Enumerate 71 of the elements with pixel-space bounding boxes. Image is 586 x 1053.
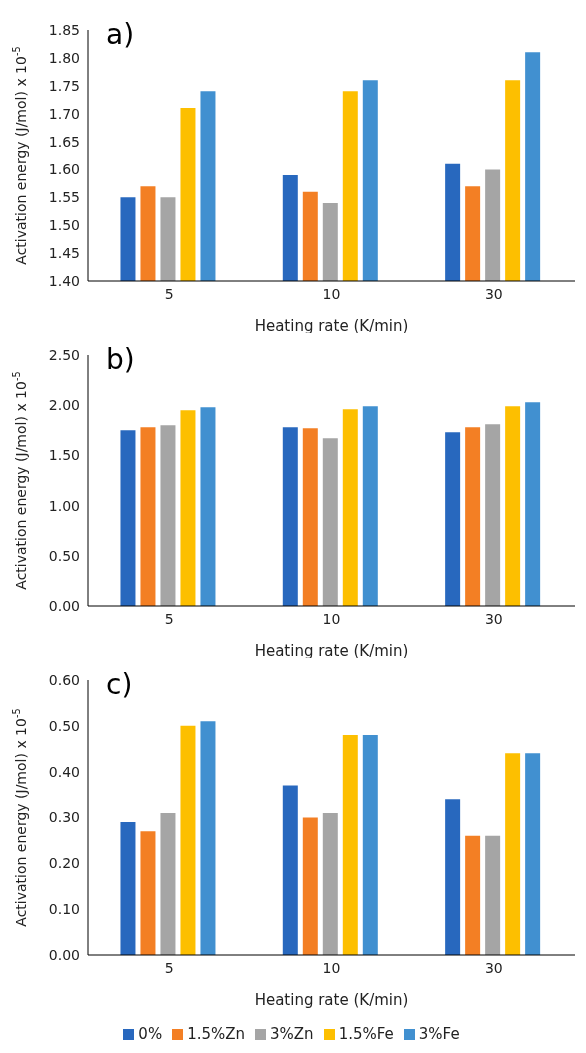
bar [160,425,176,606]
y-tick-label: 0.10 [48,901,80,918]
x-tick-label: 30 [484,285,503,302]
x-axis-title: Heating rate (K/min) [254,991,409,1009]
x-tick-label: 10 [322,610,341,627]
x-tick-label: 5 [164,959,174,976]
bar [505,753,521,955]
x-tick-label: 5 [164,610,174,627]
y-tick-label: 1.50 [48,447,80,464]
y-tick-label: 2.50 [48,346,80,363]
bar [180,725,196,955]
bar [525,753,541,955]
bar [302,428,318,606]
bar [282,427,298,606]
y-tick-label: 1.85 [48,21,80,38]
chart-title: c) [106,668,133,701]
bar [465,835,481,955]
y-tick-label: 0.00 [48,597,80,614]
y-tick-label: 1.70 [48,105,80,122]
bar [505,406,521,606]
bar [140,427,156,606]
bar [282,785,298,955]
bar [140,831,156,955]
bar [465,427,481,606]
y-tick-label: 1.65 [48,133,80,150]
legend-label: 1.5%Zn [187,1025,246,1043]
bar [485,424,501,606]
x-tick-label: 10 [322,959,341,976]
x-tick-label: 30 [484,610,503,627]
y-tick-label: 1.50 [48,217,80,234]
x-tick-label: 10 [322,285,341,302]
bar [120,822,136,955]
bar [342,409,358,606]
bar [445,432,461,606]
y-tick-label: 1.45 [48,245,80,262]
legend-label: 3%Fe [418,1025,460,1043]
chart-title: b) [106,343,135,376]
bar [322,438,338,606]
bar [302,817,318,955]
legend-label: 0% [138,1025,163,1043]
y-tick-label: 1.60 [48,161,80,178]
bar [120,430,136,606]
y-tick-label: 2.00 [48,397,80,414]
chart-title: a) [106,18,135,51]
bar [342,735,358,955]
bar [525,402,541,606]
y-tick-label: 0.50 [48,547,80,564]
x-tick-label: 5 [164,285,174,302]
bar [160,812,176,955]
y-tick-label: 1.00 [48,497,80,514]
y-tick-label: 1.40 [48,272,80,289]
bar [200,721,216,955]
bar [485,835,501,955]
y-tick-label: 1.55 [48,189,80,206]
y-tick-label: 1.80 [48,49,80,66]
x-tick-label: 30 [484,959,503,976]
y-tick-label: 0.60 [48,671,80,688]
y-tick-label: 1.75 [48,77,80,94]
y-tick-label: 0.50 [48,717,80,734]
bar [322,812,338,955]
y-tick-label: 0.40 [48,763,80,780]
bar [362,735,378,955]
bar [180,410,196,606]
legend-label: 1.5%Fe [338,1025,394,1043]
y-tick-label: 0.30 [48,809,80,826]
y-tick-label: 0.00 [48,946,80,963]
legend-label: 3%Zn [270,1025,314,1043]
y-tick-label: 0.20 [48,855,80,872]
bar [445,799,461,955]
bar [200,407,216,606]
bar [362,406,378,606]
